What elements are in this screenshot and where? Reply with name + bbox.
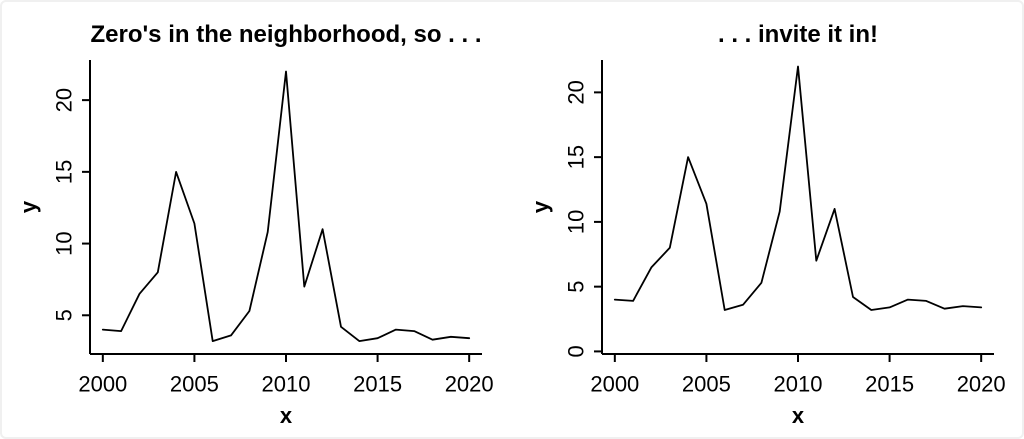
- x-tick-label: 2005: [682, 372, 731, 397]
- x-tick-label: 2000: [590, 372, 639, 397]
- y-tick-label: 15: [52, 160, 77, 184]
- y-tick-label: 10: [564, 210, 589, 234]
- y-tick-label: 10: [52, 231, 77, 255]
- line-chart-right: 2000 2005 2010 2015 2020 0 5 10 15 20: [564, 60, 1006, 397]
- x-tick-label: 2020: [445, 372, 494, 397]
- x-tick-label: 2010: [774, 372, 823, 397]
- x-tick-label: 2000: [78, 372, 127, 397]
- x-tick-label: 2005: [170, 372, 219, 397]
- y-tick-label: 20: [564, 80, 589, 104]
- x-tick-label: 2015: [865, 372, 914, 397]
- data-line: [613, 65, 983, 311]
- chart-title-right: . . . invite it in!: [717, 21, 878, 48]
- y-tick-label: 20: [52, 88, 77, 112]
- chart-panel-right: . . . invite it in! y 2000 2005 2010 2015 20…: [514, 2, 1022, 437]
- x-axis-label-left: x: [279, 403, 293, 428]
- chart-panel-left: Zero's in the neighborhood, so . . . y 2…: [2, 2, 514, 437]
- y-tick-label: 5: [564, 281, 589, 293]
- x-axis-label-right: x: [791, 403, 805, 428]
- chart-title-left: Zero's in the neighborhood, so . . .: [90, 21, 482, 48]
- y-tick-label: 5: [52, 309, 77, 321]
- y-tick-label: 0: [564, 345, 589, 357]
- x-tick-label: 2020: [957, 372, 1006, 397]
- x-tick-label: 2015: [353, 372, 402, 397]
- y-tick-label: 15: [564, 145, 589, 169]
- x-tick-label: 2010: [262, 372, 311, 397]
- line-chart-left: 2000 2005 2010 2015 2020 5 10 15 20: [52, 60, 494, 397]
- data-line: [101, 70, 471, 343]
